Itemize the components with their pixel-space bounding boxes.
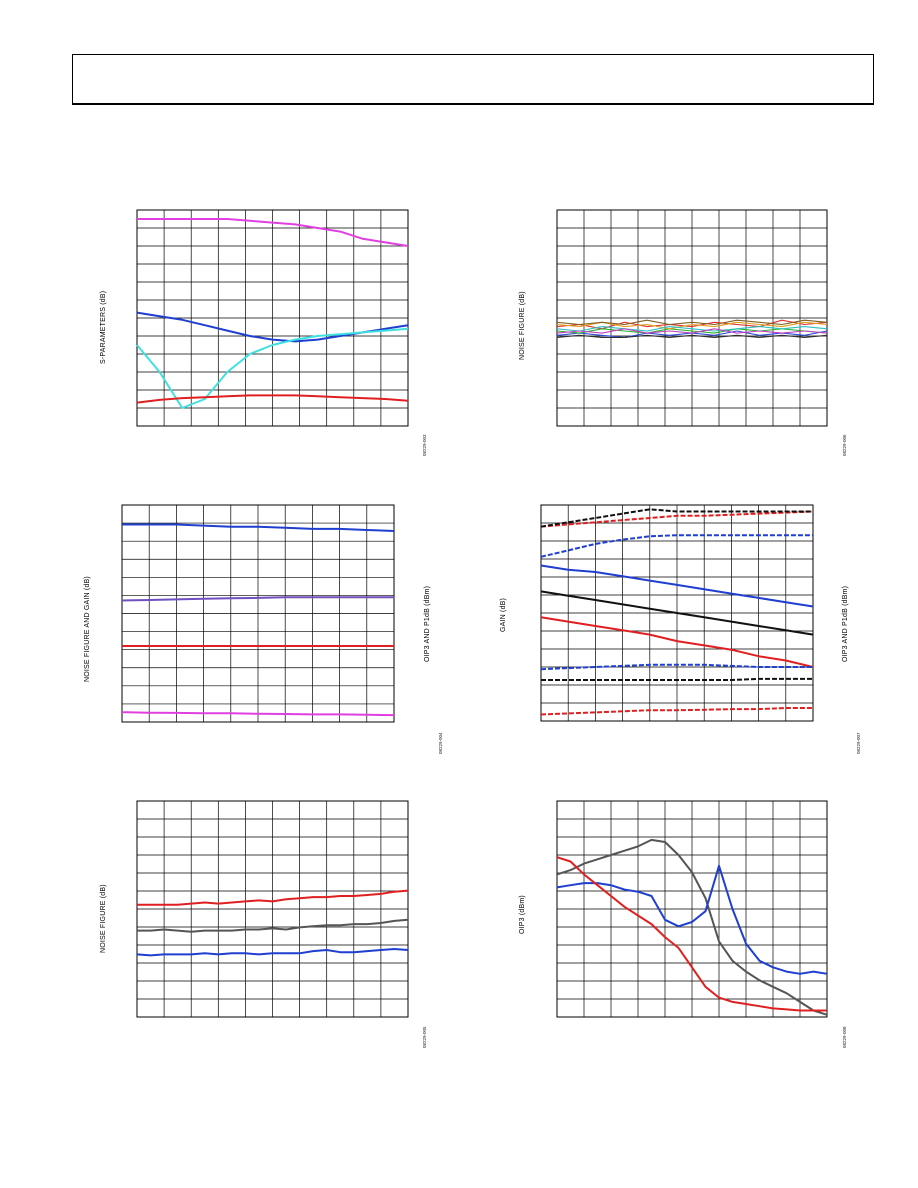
page-header-box — [72, 54, 874, 105]
series-line-4 — [556, 326, 828, 332]
figure-code-4: 08229-007 — [856, 732, 861, 754]
series-line-3 — [540, 564, 814, 608]
plot-frame — [136, 800, 409, 1018]
series-line-1 — [556, 864, 828, 975]
figure-code-5: 08229-005 — [422, 1026, 427, 1048]
plot-frame — [556, 800, 828, 1018]
series-line-0 — [556, 838, 828, 1016]
series-line-5 — [540, 616, 814, 668]
y2-axis-label-oip3-p1db-1: OIP3 AND P1dB (dBm) — [424, 585, 431, 662]
series-line-0 — [137, 889, 409, 906]
grid — [557, 801, 827, 1017]
figure-code-3: 08229-004 — [438, 732, 443, 754]
y-axis-label-noise-figure-2: NOISE FIGURE (dB) — [100, 884, 107, 953]
grid — [557, 210, 827, 426]
figure-code-6: 08229-008 — [842, 1026, 847, 1048]
series-line-7 — [556, 319, 828, 326]
series-line-0 — [122, 523, 395, 532]
plot-frame — [121, 504, 395, 723]
series-line-2 — [540, 534, 813, 558]
series-line-2 — [136, 948, 409, 957]
series-line-1 — [121, 596, 394, 602]
y-axis-label-gain: GAIN (dB) — [500, 597, 507, 632]
plot-frame — [540, 504, 814, 722]
grid — [137, 210, 408, 426]
y-axis-label-oip3: OIP3 (dBm) — [519, 895, 526, 934]
series-line-3 — [136, 394, 409, 404]
series-line-0 — [540, 510, 814, 528]
series-line-6 — [556, 334, 828, 338]
series-line-7 — [541, 677, 813, 681]
plot-frame — [556, 209, 828, 427]
series-line-4 — [540, 590, 814, 636]
series-line-2 — [556, 856, 827, 1012]
series-line-2 — [136, 327, 409, 409]
series-line-5 — [556, 328, 828, 334]
series-line-8 — [540, 707, 813, 716]
figure-code-1: 08229-003 — [422, 434, 427, 456]
grid — [122, 505, 394, 722]
series-line-3 — [121, 711, 395, 717]
y-axis-label-noise-figure-1: NOISE FIGURE (dB) — [519, 291, 526, 360]
series-line-0 — [137, 218, 409, 247]
grid — [137, 801, 408, 1017]
series-line-6 — [540, 663, 813, 671]
y-axis-label-nf-gain: NOISE FIGURE AND GAIN (dB) — [84, 576, 91, 682]
series-line-1 — [540, 508, 813, 528]
figure-code-2: 08229-006 — [842, 434, 847, 456]
y2-axis-label-oip3-p1db-2: OIP3 AND P1dB (dBm) — [842, 585, 849, 662]
y-axis-label-s-parameters: S-PARAMETERS (dB) — [100, 290, 107, 364]
grid — [541, 505, 813, 721]
plot-frame — [136, 209, 409, 427]
series-line-1 — [137, 918, 409, 933]
